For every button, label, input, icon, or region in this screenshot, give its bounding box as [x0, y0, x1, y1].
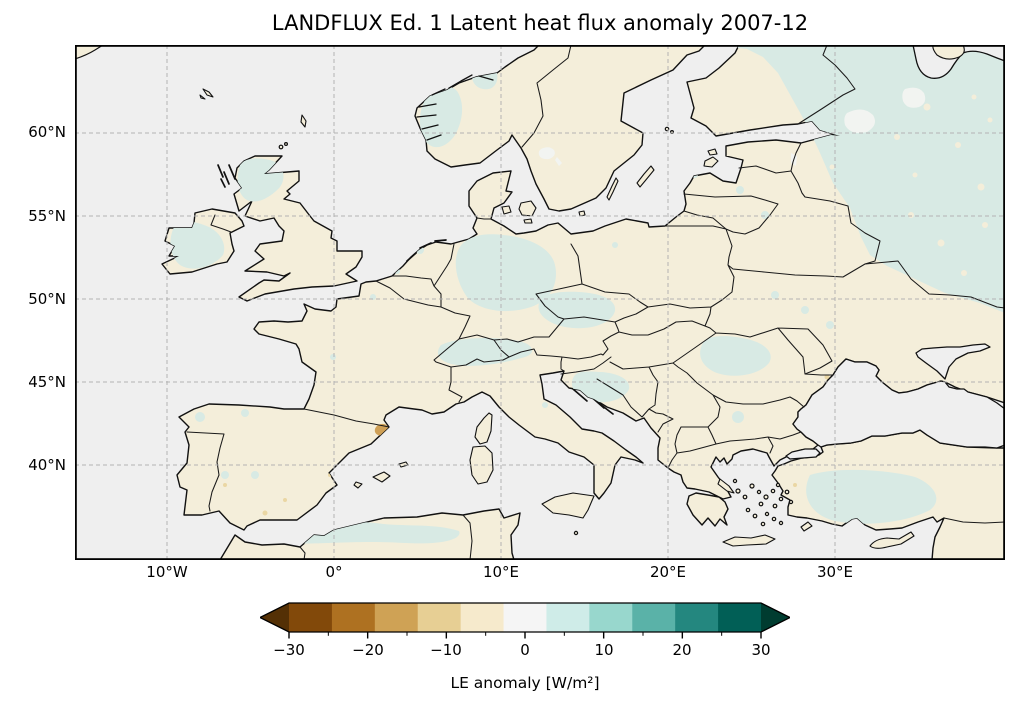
cream-speckles-in-tint — [829, 94, 993, 276]
tint-turkey — [806, 469, 937, 524]
aegean-islands — [732, 478, 794, 527]
island-hiiumaa — [707, 148, 718, 156]
lake-vattern — [555, 157, 562, 166]
tint-norway — [419, 85, 463, 148]
cbar-tick-30: 30 — [751, 641, 771, 659]
x-tick-10E: 10°E — [482, 563, 520, 581]
cbar-segment — [546, 603, 590, 632]
island-corsica — [474, 412, 493, 445]
cbar-arrow-left — [260, 603, 289, 632]
y-tick-40N: 40°N — [28, 456, 66, 474]
island-cyprus — [869, 531, 915, 549]
kanin-peninsula — [932, 45, 965, 60]
hebrides — [217, 164, 236, 188]
tint-carpathians — [700, 336, 771, 376]
colorbar — [258, 601, 792, 641]
island-shetland — [300, 114, 307, 128]
y-tick-45N: 45°N — [28, 373, 66, 391]
norwegian-fjords — [416, 74, 494, 141]
colorbar-svg — [258, 602, 792, 639]
tint-ireland — [170, 221, 225, 269]
lake-ladoga — [844, 109, 875, 134]
island-funen — [501, 205, 512, 215]
cbar-segment — [374, 603, 419, 632]
cbar-segment — [589, 603, 633, 632]
island-rhodes — [800, 521, 813, 532]
country-borders-east — [299, 260, 1005, 560]
inner-seas — [538, 45, 1005, 460]
cbar-tick-0: 0 — [520, 641, 530, 659]
lake-onega — [902, 87, 926, 108]
map-canvas — [75, 45, 1005, 560]
tint-speckles — [195, 161, 834, 479]
x-tick-20E: 20°E — [649, 563, 687, 581]
country-borders-west — [186, 45, 881, 512]
x-tick-10W: 10°W — [146, 563, 188, 581]
island-saaremaa — [703, 156, 719, 168]
tint-alps — [437, 337, 533, 366]
island-ibiza — [353, 481, 363, 489]
map-frame — [75, 45, 1005, 560]
cbar-segment — [718, 603, 762, 632]
x-tick-30E: 30°E — [816, 563, 854, 581]
cbar-tick-neg20: −20 — [352, 641, 384, 659]
colorbar-label: LE anomaly [W/m²] — [450, 674, 600, 692]
tint-nw-russia — [715, 45, 1005, 313]
island-gotland — [636, 165, 655, 188]
cbar-segment — [460, 603, 504, 632]
island-euboea — [717, 478, 735, 494]
sea-of-azov — [915, 343, 991, 380]
island-lolland — [523, 218, 533, 224]
island-bornholm — [578, 210, 586, 217]
lake-vanern — [538, 147, 555, 160]
figure-title: LANDFLUX Ed. 1 Latent heat flux anomaly … — [271, 11, 809, 35]
frisian-islands — [406, 239, 447, 262]
island-malta — [573, 530, 579, 536]
cbar-tick-20: 20 — [672, 641, 692, 659]
x-tick-0: 0° — [325, 563, 343, 581]
cbar-tick-10: 10 — [594, 641, 614, 659]
cbar-tick-neg30: −30 — [273, 641, 305, 659]
sea-of-marmara — [785, 448, 821, 460]
cbar-segment — [632, 603, 676, 632]
island-crete — [722, 534, 776, 547]
island-sicily — [541, 492, 595, 519]
black-sea — [792, 358, 1005, 449]
cbar-segment — [503, 603, 547, 632]
europe-map — [75, 45, 1005, 560]
cbar-tick-neg10: −10 — [430, 641, 462, 659]
island-orkney — [278, 144, 284, 150]
island-oland — [606, 177, 619, 201]
cbar-segment — [675, 603, 719, 632]
cbar-arrow-right — [761, 603, 790, 632]
cbar-segment — [417, 603, 462, 632]
y-tick-55N: 55°N — [28, 207, 66, 225]
graticule — [75, 45, 1005, 560]
y-tick-60N: 60°N — [28, 123, 66, 141]
y-tick-50N: 50°N — [28, 290, 66, 308]
cbar-segment — [289, 603, 333, 632]
island-faroe — [202, 88, 214, 98]
island-mallorca — [372, 471, 391, 483]
tint-germany — [455, 234, 556, 312]
tan-speckles — [223, 374, 830, 516]
tint-dinarides — [571, 371, 630, 403]
cbar-segment — [331, 603, 376, 632]
